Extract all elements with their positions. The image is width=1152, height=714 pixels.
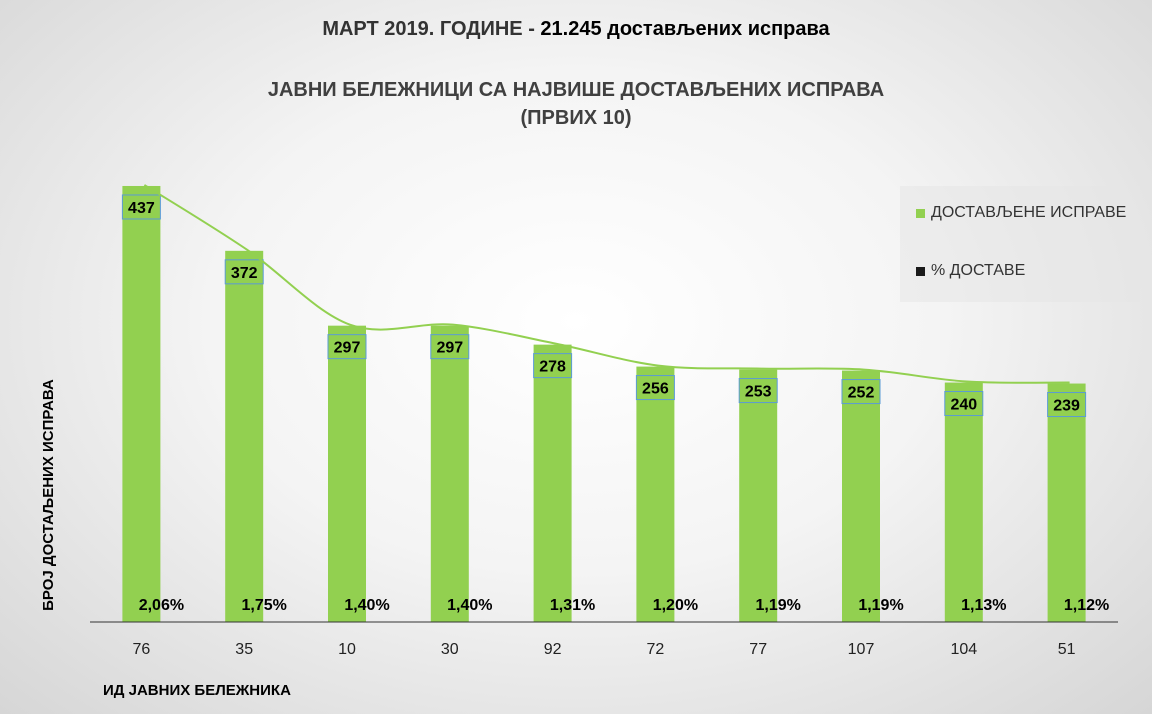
- bar-value-label-51: 239: [1053, 398, 1080, 415]
- bar-value-label-10: 297: [334, 340, 361, 357]
- y-axis-label: БРОЈ ДОСТАЉЕНИХ ИСПРАВА: [40, 379, 57, 611]
- bar-10: [328, 325, 366, 622]
- bar-value-box-76: [121, 194, 161, 220]
- percent-label-35: 1,75%: [242, 597, 287, 614]
- legend-item-percent: % ДОСТАВЕ: [916, 262, 1025, 280]
- legend-swatch-documents: [916, 208, 925, 218]
- bar-76: [122, 185, 161, 622]
- x-tick-label-76: 76: [133, 641, 151, 658]
- bar-72: [636, 366, 675, 622]
- x-tick-label-77: 77: [749, 641, 767, 658]
- bar-value-label-76: 437: [128, 200, 155, 217]
- x-tick-label-72: 72: [647, 641, 665, 658]
- bar-107: [842, 370, 880, 622]
- percent-label-92: 1,31%: [550, 597, 595, 614]
- bar-30: [430, 325, 469, 622]
- bar-value-box-51: [1047, 392, 1087, 418]
- x-tick-label-92: 92: [544, 641, 562, 658]
- bar-value-box-72: [635, 375, 675, 401]
- chart-subtitle-line1: ЈАВНИ БЕЛЕЖНИЦИ СА НАЈВИШЕ ДОСТАВЉЕНИХ И…: [267, 79, 885, 101]
- bar-value-box-107: [841, 379, 881, 405]
- chart-title: МАРТ 2019. ГОДИНЕ - 21.245 достављених и…: [0, 18, 1152, 41]
- x-tick-label-35: 35: [235, 641, 253, 658]
- legend-swatch-percent: [916, 266, 925, 276]
- chart-subtitle-line2: (ПРВИХ 10): [520, 107, 632, 129]
- bar-value-box-92: [533, 353, 573, 379]
- bar-value-label-92: 278: [539, 359, 566, 376]
- x-tick-label-10: 10: [338, 641, 356, 658]
- bar-value-label-107: 252: [848, 385, 875, 402]
- trendline: [143, 184, 1070, 384]
- x-axis-label: ИД ЈАВНИХ БЕЛЕЖНИКА: [103, 682, 291, 699]
- chart-title-part1: МАРТ 2019. ГОДИНЕ -: [322, 18, 541, 40]
- percent-label-77: 1,19%: [756, 597, 801, 614]
- legend-label-percent: % ДОСТАВЕ: [931, 262, 1026, 279]
- bar-92: [533, 344, 572, 622]
- bar-value-label-35: 372: [231, 265, 258, 282]
- bar-value-box-30: [430, 334, 470, 360]
- x-tick-label-107: 107: [848, 641, 875, 658]
- x-tick-label-30: 30: [441, 641, 459, 658]
- percent-label-76: 2,06%: [139, 597, 184, 614]
- percent-label-72: 1,20%: [653, 597, 698, 614]
- percent-label-104: 1,13%: [961, 597, 1006, 614]
- x-tick-label-104: 104: [950, 641, 977, 658]
- bar-value-box-104: [944, 391, 984, 417]
- bar-value-label-72: 256: [642, 381, 669, 398]
- legend-item-documents: ДОСТАВЉЕНЕ ИСПРАВЕ: [916, 204, 1126, 222]
- bar-value-box-77: [738, 378, 778, 404]
- bar-value-label-77: 253: [745, 384, 772, 401]
- percent-label-51: 1,12%: [1064, 597, 1109, 614]
- bar-77: [739, 369, 778, 622]
- percent-label-30: 1,40%: [447, 597, 492, 614]
- bar-35: [225, 250, 264, 623]
- percent-label-107: 1,19%: [858, 597, 903, 614]
- bar-value-label-30: 297: [436, 340, 463, 357]
- legend-label-documents: ДОСТАВЉЕНЕ ИСПРАВЕ: [931, 204, 1127, 221]
- bar-value-label-104: 240: [950, 397, 977, 414]
- chart-legend: ДОСТАВЉЕНЕ ИСПРАВЕ % ДОСТАВЕ: [900, 186, 1140, 302]
- chart-subtitle: ЈАВНИ БЕЛЕЖНИЦИ СА НАЈВИШЕ ДОСТАВЉЕНИХ И…: [0, 76, 1152, 132]
- x-tick-label-51: 51: [1058, 641, 1076, 658]
- chart-title-part2: 21.245 достављених исправа: [540, 18, 830, 40]
- bar-value-box-35: [224, 259, 264, 285]
- bar-51: [1047, 383, 1086, 622]
- bar-104: [944, 382, 983, 622]
- bar-value-box-10: [327, 334, 367, 360]
- percent-label-10: 1,40%: [344, 597, 389, 614]
